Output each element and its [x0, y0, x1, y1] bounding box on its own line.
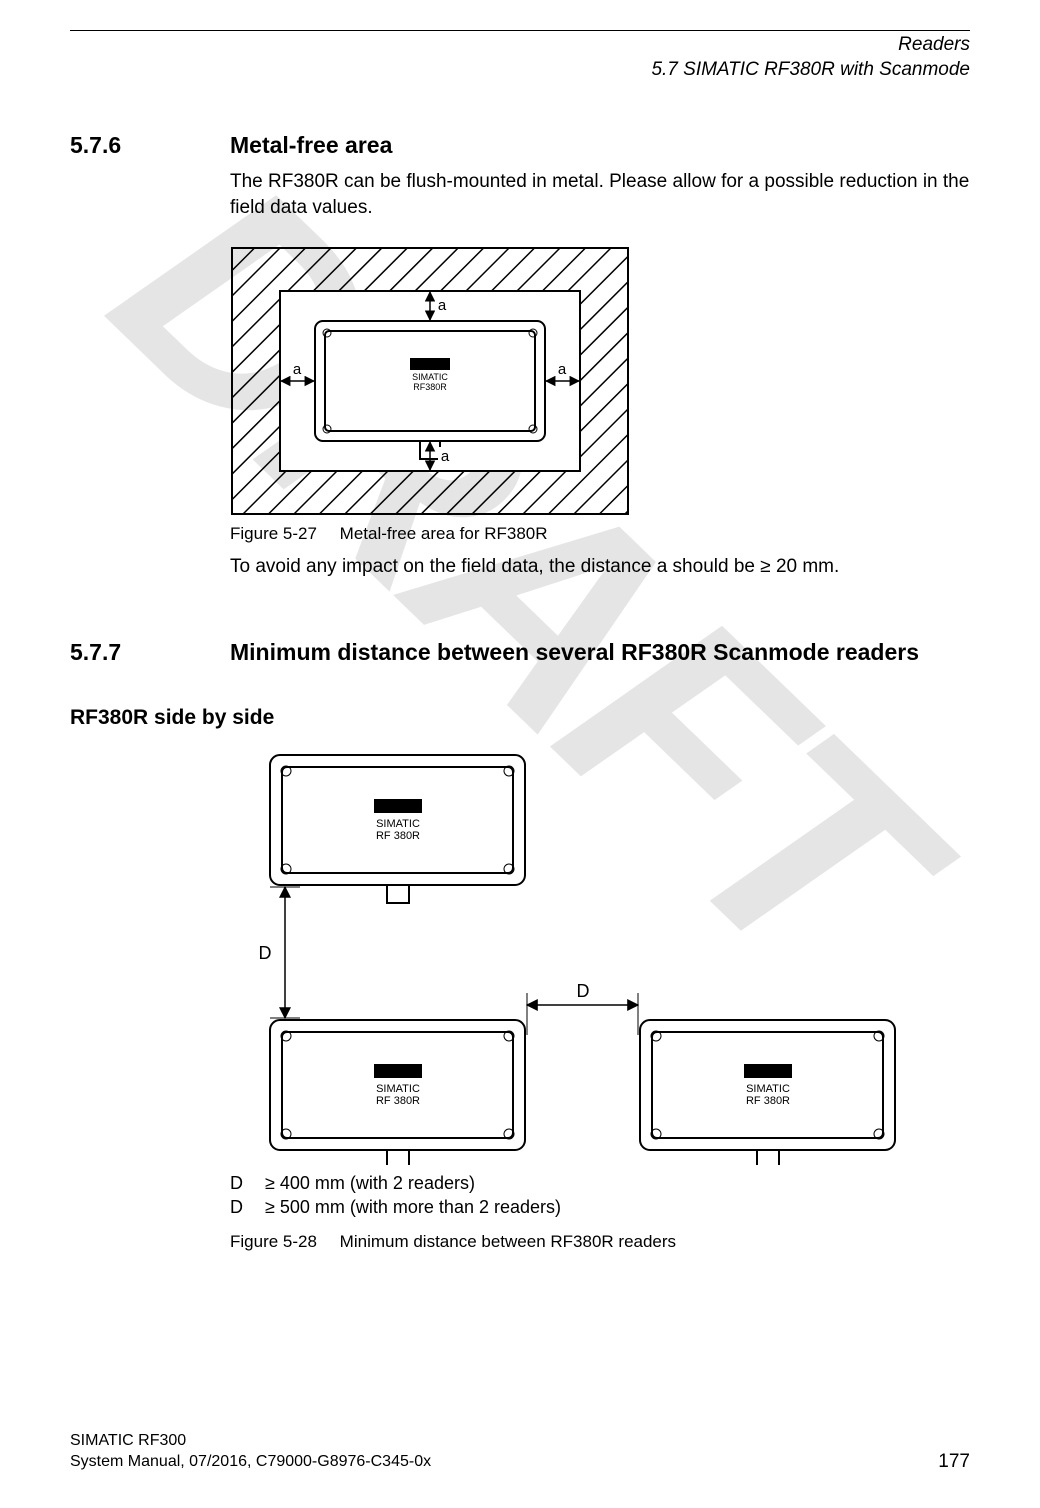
figure-label: Figure 5-28 — [230, 1232, 317, 1251]
running-header: Readers 5.7 SIMATIC RF380R with Scanmode — [70, 33, 970, 82]
header-rule — [70, 30, 970, 31]
figure2-dev3-line2: RF 380R — [746, 1095, 790, 1107]
section-heading-577: 5.7.7 Minimum distance between several R… — [70, 639, 970, 666]
header-section-path: 5.7 SIMATIC RF380R with Scanmode — [70, 58, 970, 83]
section-title: Minimum distance between several RF380R … — [230, 639, 919, 666]
footer-line1: SIMATIC RF300 — [70, 1431, 431, 1452]
min-distance-diagram: SIMATIC RF 380R SIMATIC RF 380R — [230, 745, 910, 1165]
figure2-dev2-line1: SIMATIC — [376, 1083, 420, 1095]
section-heading-576: 5.7.6 Metal-free area — [70, 132, 970, 159]
section-number: 5.7.7 — [70, 639, 170, 666]
footer-line2: System Manual, 07/2016, C79000-G8976-C34… — [70, 1452, 431, 1473]
figure-5-27: SIMATIC RF380R a a a a — [230, 246, 970, 516]
figure1-dim-right: a — [558, 361, 567, 378]
figure2-dev2-line2: RF 380R — [376, 1095, 420, 1107]
figure-5-27-caption: Figure 5-27 Metal-free area for RF380R — [230, 524, 970, 544]
figure2-dev1-line1: SIMATIC — [376, 818, 420, 830]
distance-text: ≥ 500 mm (with more than 2 readers) — [265, 1197, 561, 1217]
figure-label: Figure 5-27 — [230, 524, 317, 543]
figure1-dim-top: a — [438, 297, 447, 314]
figure-5-28-caption: Figure 5-28 Minimum distance between RF3… — [230, 1232, 970, 1252]
subheading-side-by-side: RF380R side by side — [70, 706, 970, 730]
figure1-dim-left: a — [293, 361, 302, 378]
distance-text: ≥ 400 mm (with 2 readers) — [265, 1173, 475, 1193]
header-chapter: Readers — [70, 33, 970, 58]
figure2-dev3-line1: SIMATIC — [746, 1083, 790, 1095]
section1-para1: The RF380R can be flush-mounted in metal… — [230, 169, 970, 220]
section1-para2: To avoid any impact on the field data, t… — [230, 554, 970, 580]
figure-caption-text: Minimum distance between RF380R readers — [340, 1232, 676, 1251]
distance-row: D ≥ 500 mm (with more than 2 readers) — [230, 1197, 970, 1218]
figure2-dim-horizontal: D — [577, 981, 590, 1001]
figure2-dev1-line2: RF 380R — [376, 830, 420, 842]
distance-list: D ≥ 400 mm (with 2 readers) D ≥ 500 mm (… — [230, 1173, 970, 1218]
metal-free-area-diagram: SIMATIC RF380R a a a a — [230, 246, 630, 516]
figure-caption-text: Metal-free area for RF380R — [340, 524, 548, 543]
distance-symbol: D — [230, 1173, 260, 1194]
figure1-label-line2: RF380R — [413, 382, 447, 392]
figure2-dim-vertical: D — [259, 943, 272, 963]
page-number: 177 — [938, 1451, 970, 1473]
distance-row: D ≥ 400 mm (with 2 readers) — [230, 1173, 970, 1194]
figure1-dim-bottom: a — [441, 448, 450, 465]
distance-symbol: D — [230, 1197, 260, 1218]
figure-5-28: SIMATIC RF 380R SIMATIC RF 380R — [230, 745, 970, 1165]
page-footer: SIMATIC RF300 System Manual, 07/2016, C7… — [70, 1431, 970, 1473]
section-number: 5.7.6 — [70, 132, 170, 159]
section-title: Metal-free area — [230, 132, 392, 159]
figure1-label-line1: SIMATIC — [412, 372, 448, 382]
